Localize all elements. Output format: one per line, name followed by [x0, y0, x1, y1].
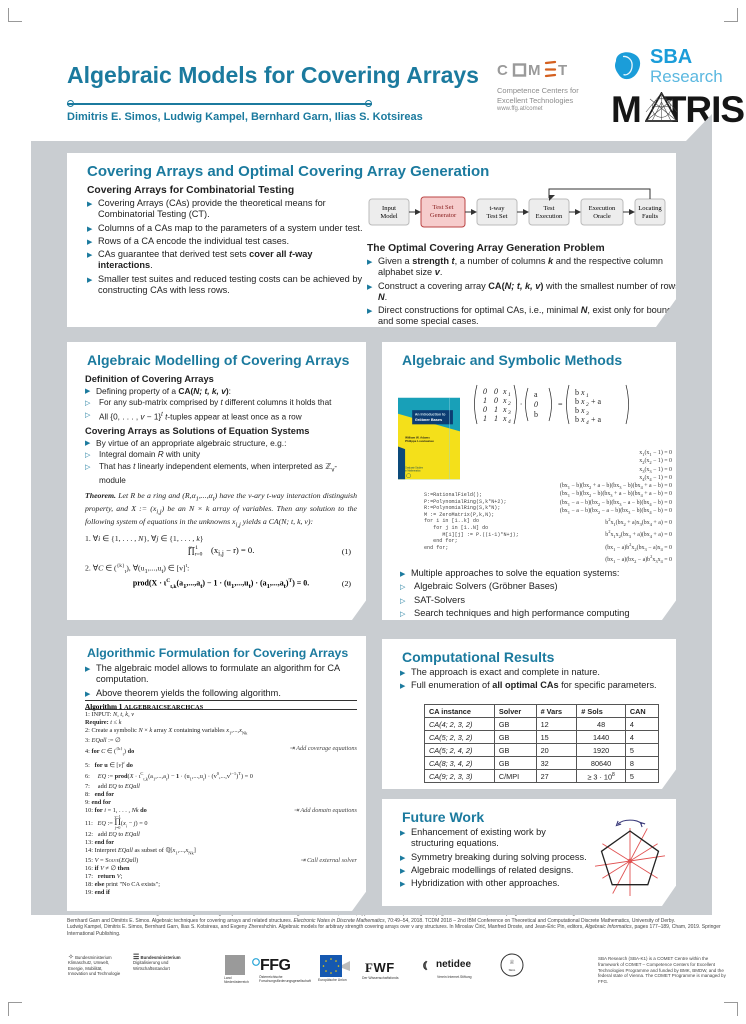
svg-text:0: 0 [483, 387, 487, 396]
svg-text:Locating: Locating [638, 205, 662, 212]
svg-text:1: 1 [494, 414, 498, 423]
svg-text:x: x [580, 397, 585, 406]
svg-text:0: 0 [483, 405, 487, 414]
svg-text:b: b [534, 410, 538, 419]
svg-text:3: 3 [507, 410, 511, 416]
svg-text:0: 0 [494, 396, 498, 405]
svg-text:x: x [580, 406, 585, 415]
svg-text:t-way: t-way [489, 205, 505, 212]
svg-text:=: = [558, 400, 563, 409]
svg-text:a: a [534, 390, 538, 399]
svg-text:1: 1 [483, 396, 487, 405]
svg-text:4: 4 [586, 419, 589, 426]
svg-text:2: 2 [508, 401, 511, 407]
svg-text:Faults: Faults [642, 213, 659, 220]
svg-text:x: x [580, 415, 585, 424]
svg-text:b: b [575, 415, 579, 424]
svg-text:1: 1 [586, 393, 589, 399]
svg-text:x: x [502, 396, 507, 405]
svg-text:·: · [520, 400, 522, 409]
svg-text:x: x [502, 387, 507, 396]
svg-text:Philippe Loustaunau: Philippe Loustaunau [405, 439, 434, 443]
svg-text:3: 3 [585, 411, 589, 417]
svg-text:1: 1 [483, 414, 487, 423]
svg-text:x: x [502, 405, 507, 414]
svg-text:Generator: Generator [430, 212, 457, 219]
svg-text:Test Set: Test Set [433, 204, 454, 211]
svg-text:An Introduction to: An Introduction to [415, 412, 446, 416]
svg-text:+ a: + a [591, 415, 602, 424]
svg-text:+ a: + a [591, 397, 602, 406]
svg-text:x: x [580, 388, 585, 397]
svg-text:Gröbner Bases: Gröbner Bases [415, 418, 442, 422]
svg-text:1: 1 [494, 405, 498, 414]
svg-text:Execution: Execution [536, 213, 563, 220]
svg-text:b: b [575, 397, 579, 406]
svg-text:Input: Input [382, 205, 396, 212]
svg-text:Oracle: Oracle [593, 213, 611, 220]
svg-text:b: b [575, 406, 579, 415]
svg-text:b: b [575, 388, 579, 397]
svg-text:x: x [502, 414, 507, 423]
svg-text:1: 1 [508, 392, 511, 398]
svg-text:0: 0 [534, 400, 538, 409]
svg-text:2: 2 [586, 402, 589, 408]
svg-text:0: 0 [494, 387, 498, 396]
svg-text:Test: Test [544, 205, 555, 212]
svg-text:Execution: Execution [589, 205, 616, 212]
svg-text:Test Set: Test Set [487, 213, 508, 220]
svg-text:Model: Model [380, 213, 397, 220]
svg-text:4: 4 [508, 418, 511, 425]
